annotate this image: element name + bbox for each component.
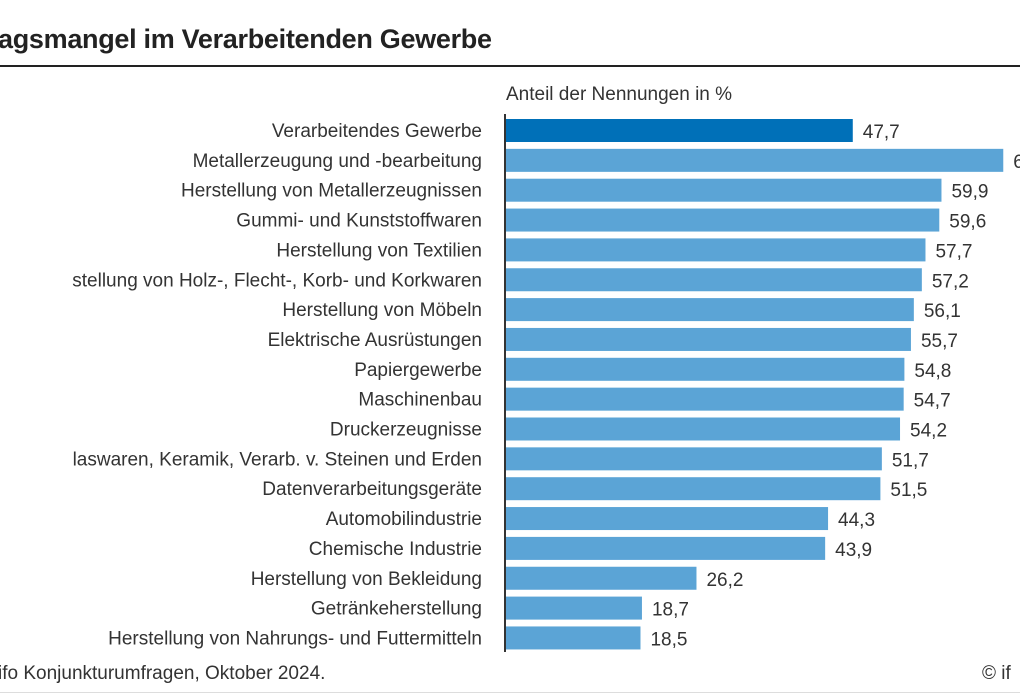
bar-2: [506, 178, 942, 202]
value-label: 26,2: [706, 570, 743, 591]
value-label: 57,7: [935, 241, 972, 262]
source-note: ifo Konjunkturumfragen, Oktober 2024.: [0, 663, 326, 684]
footer-rule: [0, 692, 1020, 693]
category-label: Gummi- und Kunststoffwaren: [236, 211, 482, 232]
category-label: Papiergewerbe: [354, 360, 482, 381]
bar-12: [506, 477, 881, 501]
category-label: Datenverarbeitungsgeräte: [262, 479, 482, 500]
category-label: Herstellung von Nahrungs- und Futtermitt…: [108, 628, 482, 649]
bar-1: [506, 148, 1004, 172]
category-label: Herstellung von Metallerzeugnissen: [181, 181, 482, 202]
category-label: Elektrische Ausrüstungen: [268, 330, 482, 351]
value-label: 54,2: [910, 421, 947, 442]
category-label: Maschinenbau: [358, 390, 482, 411]
category-label: Automobilindustrie: [326, 509, 482, 530]
bar-16: [506, 596, 642, 620]
bar-15: [506, 566, 697, 590]
value-label: 18,7: [652, 600, 689, 621]
category-label: Verarbeitendes Gewerbe: [272, 121, 482, 142]
value-label: 51,5: [890, 480, 927, 501]
category-label: Herstellung von Bekleidung: [251, 569, 482, 590]
value-label: 18,5: [650, 629, 687, 650]
category-label: Herstellung von Textilien: [276, 240, 482, 261]
value-label: 44,3: [838, 510, 875, 531]
bar-8: [506, 357, 905, 381]
bar-0: [506, 119, 853, 142]
bars-layer: [506, 119, 1004, 650]
value-label: 57,2: [932, 271, 969, 292]
bar-11: [506, 447, 882, 471]
category-label: stellung von Holz-, Flecht-, Korb- und K…: [72, 270, 482, 291]
bar-7: [506, 327, 911, 351]
value-label: 6: [1013, 152, 1020, 173]
bar-14: [506, 536, 826, 560]
chart-title: agsmangel im Verarbeitenden Gewerbe: [0, 24, 492, 54]
copyright-note: © if: [982, 663, 1011, 684]
value-label: 55,7: [921, 331, 958, 352]
category-label: Druckerzeugnisse: [330, 420, 482, 441]
bar-6: [506, 298, 914, 322]
category-label: Herstellung von Möbeln: [282, 300, 482, 321]
bar-9: [506, 387, 904, 411]
value-label: 47,7: [863, 122, 900, 143]
value-label: 43,9: [835, 540, 872, 561]
bar-10: [506, 417, 901, 441]
value-label: 54,7: [914, 391, 951, 412]
value-label: 56,1: [924, 301, 961, 322]
category-label: Chemische Industrie: [309, 539, 482, 560]
category-labels-layer: Verarbeitendes Gewerbe Metallerzeugung un…: [72, 121, 482, 649]
bar-13: [506, 507, 829, 531]
category-label: laswaren, Keramik, Verarb. v. Steinen un…: [73, 449, 482, 470]
x-axis-label: Anteil der Nennungen in %: [506, 84, 733, 105]
value-labels-layer: 47,7 6 59,9 59,6 57,7 57,2 56,1 55,7 54,8 54,7 54,…: [650, 122, 1020, 650]
category-label: Getränkeherstellung: [311, 599, 482, 620]
bar-5: [506, 268, 922, 292]
value-label: 59,6: [949, 212, 986, 233]
bar-4: [506, 238, 926, 262]
bar-17: [506, 626, 641, 650]
value-label: 51,7: [892, 450, 929, 471]
bar-3: [506, 208, 940, 232]
value-label: 54,8: [914, 361, 951, 382]
category-label: Metallerzeugung und -bearbeitung: [193, 151, 482, 172]
title-rule: [0, 65, 1020, 67]
value-label: 59,9: [951, 182, 988, 203]
